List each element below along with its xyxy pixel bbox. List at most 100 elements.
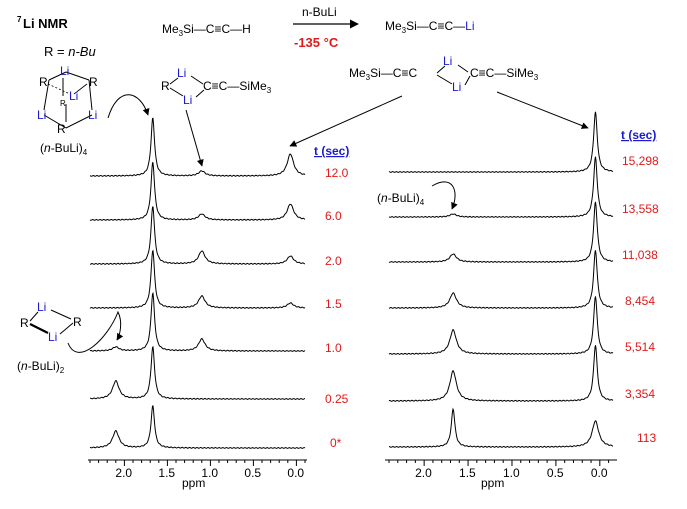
axis-tick-label: 0.0 <box>591 466 608 480</box>
tetramer-right-label: (n-BuLi)4 <box>377 191 425 207</box>
dimer-li: Li <box>37 300 46 314</box>
tetramer-structure: Li R R R Li Li Li R (n-BuLi)4 <box>37 64 98 157</box>
left-spectra-stack <box>89 117 306 449</box>
spectrum-trace <box>89 117 306 177</box>
spectrum-trace <box>388 111 613 173</box>
mixed-aggregate-left: Me3Si—C≡C <box>349 66 417 82</box>
spectrum-trace <box>89 292 306 352</box>
spectrum-trace <box>89 162 306 221</box>
spectrum-trace <box>89 249 306 309</box>
right-axis-ticks: 2.0 1.5 1.0 0.5 0.0 <box>388 460 610 480</box>
dimer-acetylide-bond <box>190 75 204 85</box>
dimer-acetylide-bond <box>169 77 179 85</box>
right-axis: 2.0 1.5 1.0 0.5 0.0 ppm <box>385 459 617 490</box>
dimer-acetylide-li-bottom: Li <box>183 93 192 107</box>
tetramer-r: R <box>60 99 66 108</box>
axis-tick-label: 0.0 <box>287 466 304 480</box>
nmr-title: Li NMR <box>23 16 68 31</box>
left-xlabel: ppm <box>182 476 205 490</box>
mixed-bond <box>436 74 453 85</box>
dimer-label: (n-BuLi)2 <box>17 359 65 375</box>
reagent-label: n-BuLi <box>302 5 337 19</box>
temperature-label: -135 °C <box>294 35 339 50</box>
axis-tick-label: 1.0 <box>201 466 218 480</box>
left-time-labels: 12.0 6.0 2.0 1.5 1.0 0.25 0* <box>325 166 349 450</box>
nmr-isotope-superscript: 7 <box>17 15 22 24</box>
axis-tick-label: 1.0 <box>503 466 520 480</box>
tetramer-li: Li <box>88 108 97 122</box>
axis-tick-label: 2.0 <box>415 466 432 480</box>
dimer-acetylide-li-top: Li <box>177 66 186 80</box>
mixed-aggregate-right: C≡C—SiMe3 <box>470 66 539 82</box>
tetramer-right-arrow <box>431 181 458 210</box>
dimer-acetylide-structure: R Li Li C≡C—SiMe3 <box>161 66 272 107</box>
tetramer-li: Li <box>69 89 78 103</box>
axis-tick-label: 2.0 <box>115 466 132 480</box>
tetramer-label: (n-BuLi)4 <box>40 141 88 157</box>
dimer-structure: R R Li Li (n-BuLi)2 <box>17 300 82 375</box>
spectrum-trace <box>388 156 614 218</box>
spectrum-trace <box>89 345 305 400</box>
reactant-formula: Me3Si—C≡C—H <box>162 22 251 38</box>
right-time-label: 13,558 <box>622 202 659 216</box>
right-time-labels: 15,298 13,558 11,038 8,454 5,514 3,354 1… <box>622 154 659 445</box>
spectrum-trace <box>388 296 614 355</box>
spectrum-trace <box>388 201 614 263</box>
dimer-acetylide-r: R <box>161 79 170 93</box>
r-definition-left: R = <box>44 44 68 59</box>
left-time-label: 6.0 <box>325 209 342 223</box>
r-definition-label: R = n-Bu <box>44 44 96 59</box>
right-time-label: 5,514 <box>625 340 655 354</box>
tetramer-li: Li <box>37 108 46 122</box>
right-xlabel: ppm <box>481 476 504 490</box>
tetramer-arrow <box>107 94 150 119</box>
left-time-label: 1.5 <box>325 297 342 311</box>
r-definition-right: n-Bu <box>68 44 95 59</box>
left-time-label: 2.0 <box>325 254 342 268</box>
spectrum-trace <box>388 345 614 402</box>
right-time-label: 15,298 <box>622 154 659 168</box>
tetramer-r: R <box>39 75 48 89</box>
axis-tick-label: 1.5 <box>459 466 476 480</box>
right-time-label: 113 <box>637 431 656 445</box>
mixed-aggregate-structure: Me3Si—C≡C Li Li C≡C—SiMe3 <box>349 54 539 94</box>
tetramer-r: R <box>57 122 66 136</box>
axis-tick-label: 0.5 <box>244 466 261 480</box>
mixed-left-arrow <box>289 95 403 147</box>
dimer-r: R <box>73 315 82 329</box>
left-time-label: 1.0 <box>325 341 342 355</box>
product-formula: Me3Si—C≡C—Li <box>385 19 474 35</box>
tetramer-li: Li <box>60 64 69 78</box>
right-spectra-stack <box>388 111 614 448</box>
dimer-r: R <box>20 316 29 330</box>
mixed-bond <box>436 65 446 74</box>
tetramer-r: R <box>89 75 98 89</box>
spectrum-trace <box>388 250 614 309</box>
left-time-label: 0* <box>330 436 342 450</box>
spectrum-trace <box>89 405 306 449</box>
dimer-acetylide-bond <box>169 87 184 97</box>
spectrum-trace <box>90 206 305 265</box>
left-axis-ticks: 2.0 1.5 1.0 0.5 0.0 <box>89 460 306 480</box>
right-time-label: 8,454 <box>625 294 655 308</box>
dimer-arrow <box>67 310 124 353</box>
spectrum-trace <box>389 407 614 448</box>
mixed-li-top: Li <box>443 54 452 68</box>
mixed-bond <box>464 75 471 86</box>
axis-tick-label: 0.5 <box>547 466 564 480</box>
left-time-label: 12.0 <box>325 166 349 180</box>
axis-tick-label: 1.5 <box>158 466 175 480</box>
right-time-label: 11,038 <box>622 248 658 262</box>
left-time-header: t (sec) <box>314 144 349 158</box>
mixed-right-arrow <box>496 91 589 129</box>
acetylide-arrow <box>185 109 204 167</box>
dimer-li: Li <box>48 330 57 344</box>
left-time-label: 0.25 <box>325 392 349 406</box>
reaction-scheme: Me3Si—C≡C—H n-BuLi -135 °C Me3Si—C≡C—Li <box>162 5 474 50</box>
right-time-label: 3,354 <box>625 387 655 401</box>
dimer-acetylide-right: C≡C—SiMe3 <box>203 79 272 95</box>
left-axis: 2.0 1.5 1.0 0.5 0.0 ppm <box>88 459 307 490</box>
right-time-header: t (sec) <box>621 128 656 142</box>
mixed-bond <box>457 64 469 73</box>
